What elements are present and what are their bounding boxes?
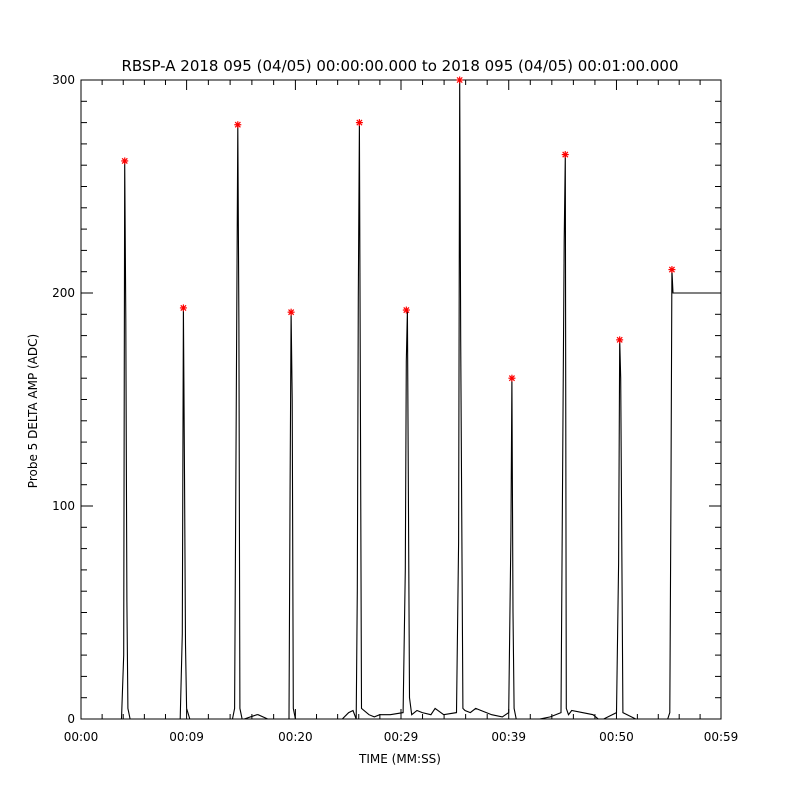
x-tick-label: 00:59 <box>704 730 739 744</box>
peak-marker <box>561 151 569 159</box>
peak-marker <box>668 266 676 274</box>
series-line <box>81 79 721 720</box>
peak-marker <box>234 121 242 129</box>
y-tick-label: 300 <box>52 73 75 87</box>
peak-marker <box>456 76 464 84</box>
peak-marker <box>121 157 129 165</box>
y-tick-label: 100 <box>52 499 75 513</box>
x-tick-label: 00:39 <box>491 730 526 744</box>
x-tick-label: 00:29 <box>384 730 419 744</box>
x-tick-label: 00:09 <box>169 730 204 744</box>
peak-markers <box>121 76 676 382</box>
peak-marker <box>402 306 410 314</box>
x-axis-label: TIME (MM:SS) <box>358 752 441 766</box>
peak-marker <box>287 308 295 316</box>
y-axis-label: Probe 5 DELTA AMP (ADC) <box>26 334 40 488</box>
series-group <box>81 79 721 720</box>
plot-frame <box>80 79 722 720</box>
y-tick-label: 0 <box>67 712 75 726</box>
x-tick-label: 00:20 <box>278 730 313 744</box>
peak-marker <box>508 374 516 382</box>
peak-marker <box>616 336 624 344</box>
y-tick-label: 200 <box>52 286 75 300</box>
x-tick-label: 00:00 <box>64 730 99 744</box>
x-tick-label: 00:50 <box>599 730 634 744</box>
axis-ticks: 0 100 200 300 00:00 00:09 00:20 00:29 00:39 00:50… <box>52 73 738 744</box>
chart-title: RBSP-A 2018 095 (04/05) 00:00:00.000 to … <box>121 57 678 75</box>
peak-marker <box>355 119 363 127</box>
peak-marker <box>179 304 187 312</box>
